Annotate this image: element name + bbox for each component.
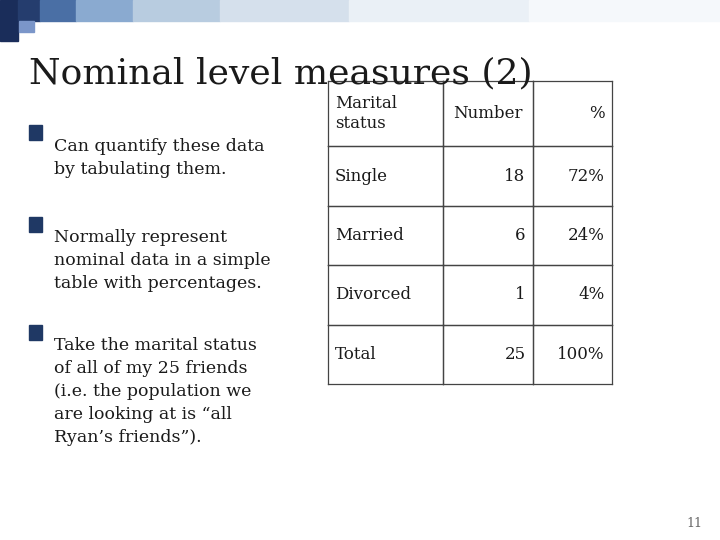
Text: 4%: 4% (579, 286, 605, 303)
Bar (40, 0, 76, 21)
Text: 18: 18 (504, 167, 526, 185)
Bar (349, 0, 529, 21)
Bar (0, 0, 18, 21)
Text: Marital
status: Marital status (335, 96, 397, 132)
Text: Take the marital status
of all of my 25 friends
(i.e. the population we
are look: Take the marital status of all of my 25 … (54, 338, 257, 446)
Bar (133, 0, 220, 21)
Text: Nominal level measures (2): Nominal level measures (2) (29, 57, 532, 91)
Text: Single: Single (335, 167, 388, 185)
Bar (18, 0, 40, 21)
Bar (19, 21, 34, 32)
Bar (529, 0, 720, 21)
Text: 100%: 100% (557, 346, 605, 363)
Bar (0, 21, 18, 41)
Text: Divorced: Divorced (335, 286, 411, 303)
Text: Can quantify these data
by tabulating them.: Can quantify these data by tabulating th… (54, 138, 264, 178)
Text: %: % (589, 105, 605, 122)
Text: Married: Married (335, 227, 403, 244)
Bar (76, 0, 133, 21)
Text: 25: 25 (505, 346, 526, 363)
Text: 24%: 24% (568, 227, 605, 244)
Text: 1: 1 (515, 286, 526, 303)
Bar (29, 325, 42, 340)
Text: 11: 11 (686, 517, 702, 530)
Bar (29, 125, 42, 140)
Text: Normally represent
nominal data in a simple
table with percentages.: Normally represent nominal data in a sim… (54, 230, 271, 292)
Text: 72%: 72% (568, 167, 605, 185)
Text: 6: 6 (515, 227, 526, 244)
Text: Number: Number (453, 105, 523, 122)
Bar (29, 217, 42, 232)
Text: Total: Total (335, 346, 377, 363)
Bar (220, 0, 349, 21)
